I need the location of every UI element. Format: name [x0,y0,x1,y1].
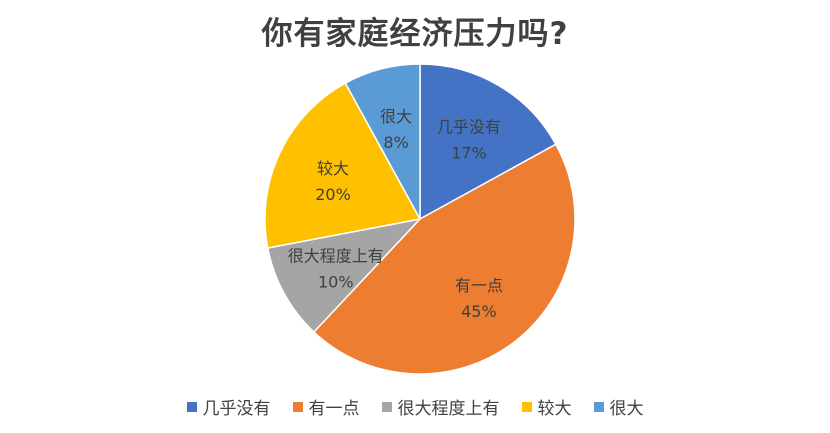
legend-item: 有一点 [292,394,360,419]
legend-swatch [186,401,197,412]
legend-label: 几乎没有 [202,399,271,419]
legend-label: 有一点 [308,399,360,419]
chart-legend: 几乎没有 有一点 很大程度上有 较大 很大 [0,394,830,419]
slice-percent-label: 8% [383,133,408,152]
slice-category-label: 很大 [380,107,412,126]
slice-percent-label: 10% [318,272,354,291]
pie-slice-4 [344,63,421,220]
slice-category-label: 几乎没有 [437,117,501,136]
legend-label: 很大 [609,399,644,419]
legend-item: 很大程度上有 [381,394,500,419]
chart-title: 你有家庭经济压力吗? [261,16,569,52]
legend-swatch [292,401,303,412]
legend-item: 几乎没有 [186,394,271,419]
slice-percent-label: 17% [451,143,487,162]
legend-swatch [381,401,392,412]
slice-category-label: 较大 [317,159,349,178]
slice-category-label: 有一点 [455,276,503,295]
slice-category-label: 很大程度上有 [288,246,384,265]
pie-slice-2 [266,217,423,334]
pie-slice-0 [419,63,557,221]
pie-slice-3 [264,82,422,249]
legend-label: 较大 [537,399,572,419]
slice-percent-label: 45% [461,302,497,321]
slice-percent-label: 20% [315,185,351,204]
legend-swatch [521,401,532,412]
legend-label: 很大程度上有 [397,399,500,419]
legend-swatch [593,401,604,412]
legend-item: 较大 [521,394,572,419]
pie-slice-1 [312,143,576,375]
legend-item: 很大 [593,394,644,419]
